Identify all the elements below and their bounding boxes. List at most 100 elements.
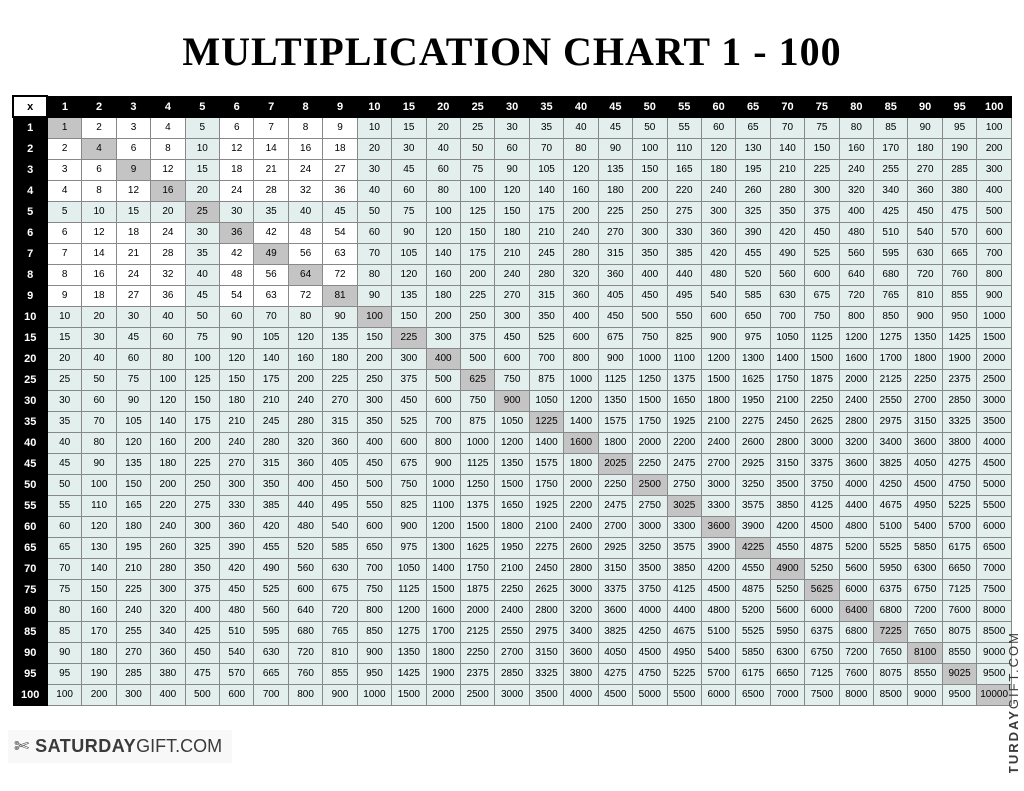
table-cell: 560 bbox=[839, 243, 873, 264]
table-cell: 8 bbox=[151, 138, 185, 159]
row-header: 35 bbox=[13, 411, 47, 432]
table-cell: 420 bbox=[220, 558, 254, 579]
table-cell: 65 bbox=[47, 537, 81, 558]
table-cell: 5225 bbox=[667, 663, 701, 684]
table-cell: 18 bbox=[82, 285, 116, 306]
table-cell: 120 bbox=[392, 264, 426, 285]
table-cell: 2975 bbox=[529, 621, 563, 642]
table-cell: 5 bbox=[185, 117, 219, 138]
table-cell: 3500 bbox=[529, 684, 563, 705]
table-cell: 7 bbox=[47, 243, 81, 264]
table-cell: 54 bbox=[220, 285, 254, 306]
table-cell: 160 bbox=[82, 600, 116, 621]
table-cell: 8 bbox=[82, 180, 116, 201]
table-cell: 7125 bbox=[942, 579, 976, 600]
table-cell: 450 bbox=[633, 285, 667, 306]
column-header: 35 bbox=[529, 96, 563, 117]
table-cell: 300 bbox=[701, 201, 735, 222]
table-cell: 3300 bbox=[667, 516, 701, 537]
table-cell: 220 bbox=[667, 180, 701, 201]
table-cell: 70 bbox=[770, 117, 804, 138]
table-cell: 2700 bbox=[701, 453, 735, 474]
table-cell: 4400 bbox=[839, 495, 873, 516]
table-cell: 1125 bbox=[460, 453, 494, 474]
table-cell: 100 bbox=[82, 474, 116, 495]
table-cell: 595 bbox=[874, 243, 908, 264]
table-cell: 180 bbox=[220, 390, 254, 411]
table-cell: 900 bbox=[701, 327, 735, 348]
table-cell: 405 bbox=[598, 285, 632, 306]
table-cell: 425 bbox=[874, 201, 908, 222]
table-cell: 1300 bbox=[736, 348, 770, 369]
table-cell: 2100 bbox=[701, 411, 735, 432]
table-cell: 100 bbox=[460, 180, 494, 201]
table-cell: 540 bbox=[220, 642, 254, 663]
table-cell: 360 bbox=[151, 642, 185, 663]
table-cell: 900 bbox=[495, 390, 529, 411]
table-cell: 3900 bbox=[736, 516, 770, 537]
table-cell: 6500 bbox=[977, 537, 1012, 558]
table-cell: 3400 bbox=[564, 621, 598, 642]
table-cell: 4 bbox=[82, 138, 116, 159]
table-cell: 2550 bbox=[495, 621, 529, 642]
table-cell: 240 bbox=[116, 600, 150, 621]
table-cell: 400 bbox=[151, 684, 185, 705]
table-cell: 7650 bbox=[908, 621, 942, 642]
table-cell: 420 bbox=[770, 222, 804, 243]
table-cell: 180 bbox=[495, 222, 529, 243]
table-cell: 585 bbox=[323, 537, 357, 558]
table-cell: 1950 bbox=[495, 537, 529, 558]
table-cell: 255 bbox=[116, 621, 150, 642]
row-header: 55 bbox=[13, 495, 47, 516]
table-cell: 320 bbox=[151, 600, 185, 621]
table-cell: 6000 bbox=[977, 516, 1012, 537]
table-cell: 18 bbox=[220, 159, 254, 180]
table-cell: 50 bbox=[357, 201, 391, 222]
table-cell: 5200 bbox=[839, 537, 873, 558]
table-cell: 480 bbox=[288, 516, 322, 537]
table-cell: 150 bbox=[805, 138, 839, 159]
column-header: 6 bbox=[220, 96, 254, 117]
table-cell: 665 bbox=[942, 243, 976, 264]
column-header: 95 bbox=[942, 96, 976, 117]
table-cell: 1275 bbox=[874, 327, 908, 348]
table-cell: 4800 bbox=[839, 516, 873, 537]
table-cell: 105 bbox=[254, 327, 288, 348]
table-cell: 1500 bbox=[495, 474, 529, 495]
table-cell: 225 bbox=[460, 285, 494, 306]
watermark-left: ✄ SATURDAYGIFT.COM bbox=[8, 730, 232, 763]
table-cell: 55 bbox=[47, 495, 81, 516]
table-cell: 280 bbox=[529, 264, 563, 285]
table-cell: 15 bbox=[185, 159, 219, 180]
table-cell: 520 bbox=[736, 264, 770, 285]
table-cell: 500 bbox=[633, 306, 667, 327]
table-cell: 95 bbox=[942, 117, 976, 138]
table-cell: 100 bbox=[357, 306, 391, 327]
table-cell: 350 bbox=[770, 201, 804, 222]
table-cell: 160 bbox=[288, 348, 322, 369]
table-cell: 2100 bbox=[770, 390, 804, 411]
table-cell: 27 bbox=[323, 159, 357, 180]
table-cell: 24 bbox=[151, 222, 185, 243]
table-cell: 18 bbox=[116, 222, 150, 243]
table-cell: 2000 bbox=[633, 432, 667, 453]
column-header: 3 bbox=[116, 96, 150, 117]
column-header: 7 bbox=[254, 96, 288, 117]
table-cell: 135 bbox=[392, 285, 426, 306]
table-cell: 90 bbox=[495, 159, 529, 180]
table-cell: 24 bbox=[220, 180, 254, 201]
table-cell: 60 bbox=[151, 327, 185, 348]
table-cell: 35 bbox=[254, 201, 288, 222]
table-cell: 160 bbox=[426, 264, 460, 285]
table-cell: 285 bbox=[942, 159, 976, 180]
table-cell: 600 bbox=[805, 264, 839, 285]
table-cell: 195 bbox=[736, 159, 770, 180]
table-cell: 2250 bbox=[460, 642, 494, 663]
table-cell: 60 bbox=[495, 138, 529, 159]
table-cell: 800 bbox=[357, 600, 391, 621]
table-cell: 300 bbox=[426, 327, 460, 348]
table-cell: 120 bbox=[116, 432, 150, 453]
table-cell: 500 bbox=[977, 201, 1012, 222]
table-cell: 6 bbox=[220, 117, 254, 138]
table-cell: 120 bbox=[701, 138, 735, 159]
